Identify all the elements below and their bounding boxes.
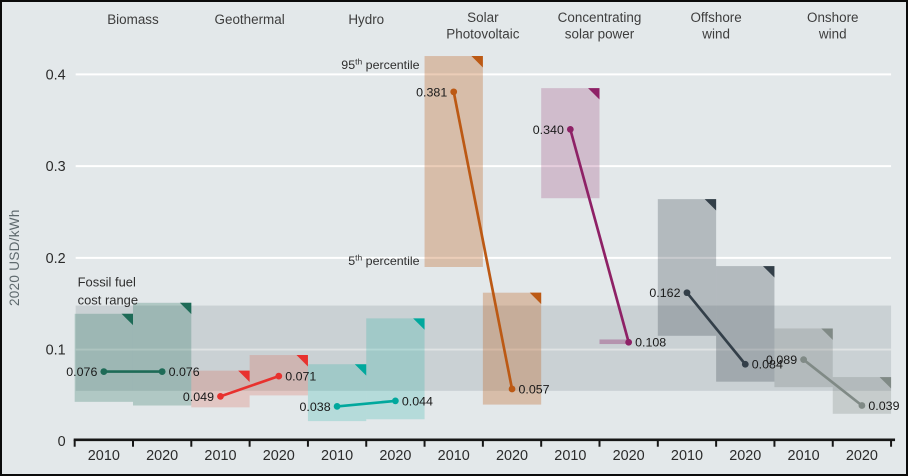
percentile-5-label: 5th percentile — [348, 253, 419, 268]
year-label-biomass-2020: 2020 — [146, 448, 178, 464]
fossil-fuel-cost-range-band — [75, 305, 892, 391]
year-label-onshore-wind-2020: 2020 — [846, 448, 878, 464]
header-biomass: Biomass — [107, 12, 159, 27]
corner-marker-biomass-2020 — [179, 302, 192, 315]
corner-marker-hydro-2020 — [413, 318, 425, 330]
percentile-band-offshore-wind-2010 — [657, 199, 717, 336]
fossil-range-label-line2: cost range — [78, 292, 138, 307]
year-label-csp-2010: 2010 — [554, 448, 586, 464]
percentile-band-biomass-2020 — [132, 302, 192, 406]
header-solar-pv-line1: Solar — [467, 10, 499, 25]
value-label-offshore-wind-2020: 0.084 — [752, 358, 783, 372]
dot-solar-pv-2010 — [450, 88, 458, 96]
year-label-solar-pv-2010: 2010 — [438, 448, 470, 464]
year-label-hydro-2010: 2010 — [321, 448, 353, 464]
trend-line-offshore-wind — [685, 291, 747, 366]
dot-onshore-wind-2010 — [800, 356, 807, 364]
y-tick-label-0: 0 — [58, 434, 66, 450]
dot-offshore-wind-2020 — [741, 360, 749, 368]
year-label-onshore-wind-2010: 2010 — [788, 448, 820, 464]
year-label-csp-2020: 2020 — [613, 448, 645, 464]
dot-geothermal-2010 — [217, 392, 224, 400]
value-label-biomass-2020: 0.076 — [169, 365, 200, 379]
y-tick-label-0.2: 0.2 — [46, 251, 66, 267]
header-onshore-wind-line2: wind — [818, 27, 847, 42]
percentile-band-csp-2010 — [541, 88, 600, 199]
dot-csp-2010 — [566, 126, 574, 133]
year-label-geothermal-2010: 2010 — [204, 448, 236, 464]
y-tick-label-0.3: 0.3 — [46, 159, 66, 175]
trend-line-csp — [569, 129, 630, 343]
dot-offshore-wind-2010 — [683, 289, 691, 297]
header-offshore-wind-line1: Offshore — [690, 10, 741, 25]
dot-biomass-2010 — [100, 368, 108, 375]
year-label-hydro-2020: 2020 — [379, 448, 411, 464]
value-label-biomass-2010: 0.076 — [66, 365, 97, 379]
trend-line-onshore-wind — [802, 358, 863, 407]
dot-solar-pv-2020 — [508, 385, 516, 393]
header-geothermal: Geothermal — [215, 12, 285, 27]
value-label-geothermal-2020: 0.071 — [285, 370, 316, 384]
corner-marker-geothermal-2020 — [296, 355, 308, 367]
value-label-hydro-2010: 0.038 — [300, 400, 331, 414]
percentile-band-csp-2020 — [599, 339, 629, 345]
y-tick-label-0.1: 0.1 — [46, 343, 66, 359]
value-label-hydro-2020: 0.044 — [402, 394, 433, 408]
value-label-solar-pv-2020: 0.057 — [519, 382, 550, 396]
trend-line-solar-pv — [452, 91, 514, 390]
header-offshore-wind-line2: wind — [701, 27, 730, 42]
header-csp-line1: Concentrating — [558, 10, 642, 25]
header-onshore-wind-line1: Onshore — [807, 10, 859, 25]
year-label-offshore-wind-2010: 2010 — [671, 448, 703, 464]
value-label-onshore-wind-2010: 0.089 — [766, 353, 797, 367]
header-solar-pv-line2: Photovoltaic — [446, 27, 519, 42]
dot-csp-2020 — [625, 338, 633, 346]
value-label-offshore-wind-2010: 0.162 — [649, 286, 680, 300]
percentile-band-biomass-2010 — [74, 313, 133, 402]
fossil-range-label-line1: Fossil fuel — [78, 275, 136, 290]
dot-hydro-2020 — [392, 397, 399, 405]
value-label-onshore-wind-2020: 0.039 — [868, 399, 899, 413]
value-label-csp-2010: 0.340 — [533, 123, 564, 137]
y-tick-label-0.4: 0.4 — [46, 67, 66, 83]
year-label-geothermal-2020: 2020 — [263, 448, 295, 464]
corner-marker-biomass-2010 — [121, 313, 133, 326]
header-hydro: Hydro — [348, 12, 384, 27]
year-label-solar-pv-2020: 2020 — [496, 448, 528, 464]
value-label-csp-2020: 0.108 — [635, 336, 666, 350]
dot-biomass-2020 — [158, 368, 166, 375]
year-label-biomass-2010: 2010 — [88, 448, 120, 464]
percentile-band-hydro-2010 — [307, 364, 367, 422]
corner-marker-csp-2010 — [588, 88, 600, 100]
trend-line-geothermal — [220, 374, 280, 398]
header-csp-line2: solar power — [565, 27, 635, 42]
year-label-offshore-wind-2020: 2020 — [729, 448, 761, 464]
trend-line-hydro — [336, 399, 396, 408]
value-label-solar-pv-2010: 0.381 — [416, 85, 447, 99]
value-label-geothermal-2010: 0.049 — [183, 390, 214, 404]
dot-hydro-2010 — [333, 403, 341, 410]
percentile-95-label: 95th percentile — [341, 56, 419, 71]
dot-onshore-wind-2020 — [858, 402, 866, 409]
dot-geothermal-2020 — [275, 372, 283, 380]
